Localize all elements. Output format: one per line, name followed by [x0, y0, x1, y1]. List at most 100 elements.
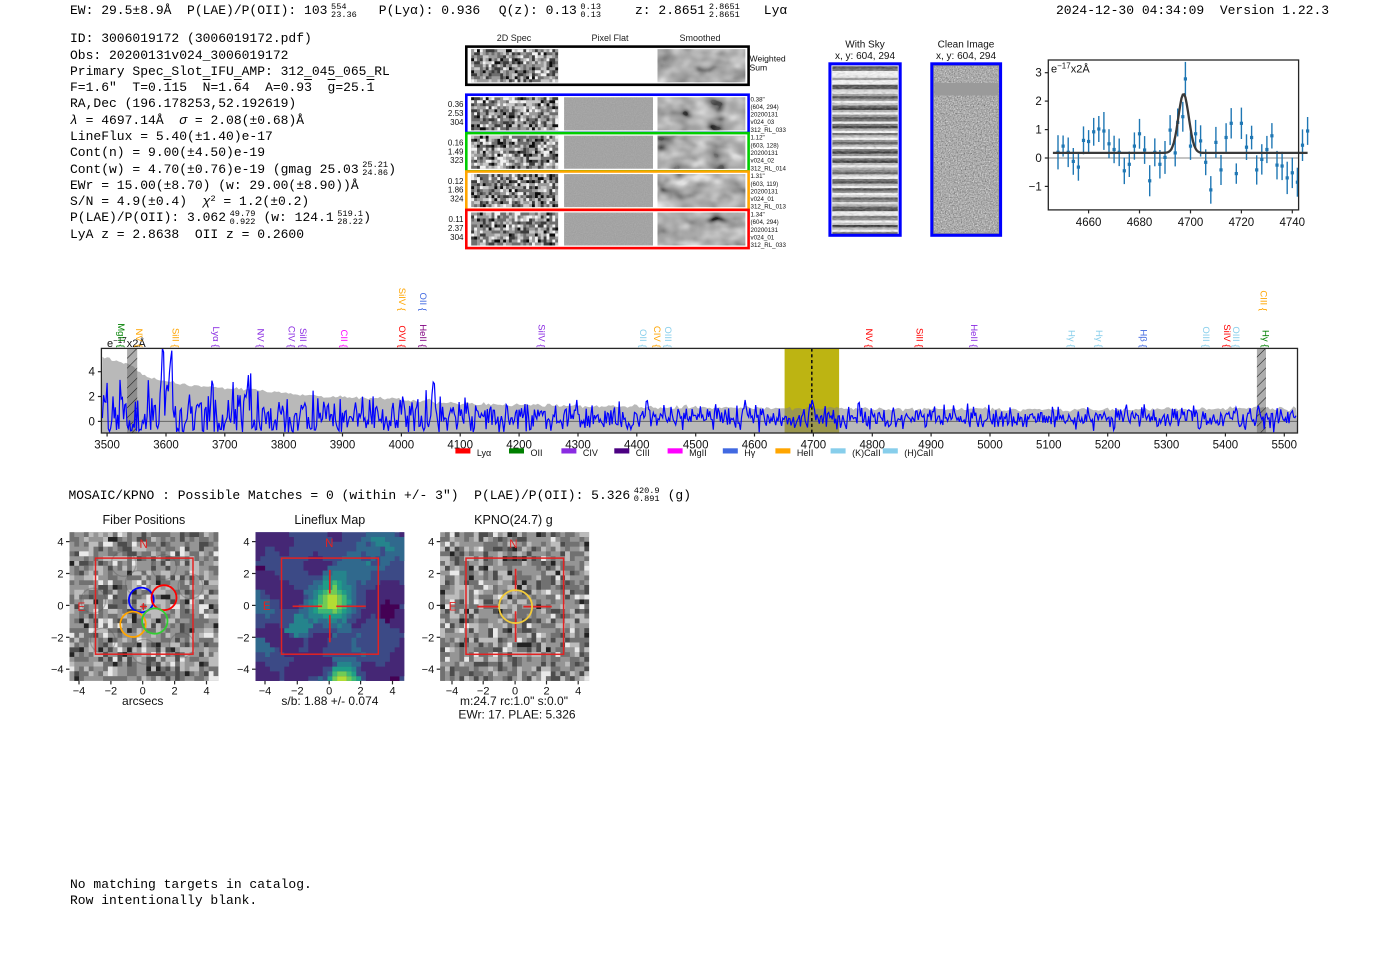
- svg-text:Hγ {: Hγ {: [1093, 330, 1104, 347]
- svg-text:4900: 4900: [918, 440, 944, 452]
- svg-text:1.31": 1.31": [751, 173, 765, 180]
- svg-text:OIII {: OIII {: [662, 326, 673, 347]
- svg-text:312_RL_033: 312_RL_033: [751, 127, 787, 134]
- svg-text:arcsecs: arcsecs: [122, 694, 163, 708]
- svg-text:4680: 4680: [1127, 217, 1153, 229]
- svg-text:E: E: [449, 602, 457, 614]
- svg-text:SiIV {: SiIV {: [1221, 324, 1232, 347]
- svg-text:2D Spec: 2D Spec: [497, 33, 532, 43]
- svg-text:v024_01: v024_01: [751, 196, 775, 203]
- svg-text:0.16: 0.16: [448, 138, 464, 147]
- svg-text:2: 2: [358, 686, 364, 698]
- svg-text:NV {: NV {: [255, 328, 266, 347]
- svg-text:5100: 5100: [1036, 440, 1062, 452]
- svg-text:−2: −2: [237, 632, 250, 644]
- svg-text:SiIV {: SiIV {: [396, 288, 407, 311]
- svg-text:Lineflux Map: Lineflux Map: [294, 513, 365, 527]
- svg-text:Clean Image: Clean Image: [938, 40, 995, 51]
- svg-text:312_RL_014: 312_RL_014: [751, 165, 787, 172]
- svg-text:OII {: OII {: [417, 293, 428, 311]
- svg-text:0: 0: [428, 600, 434, 612]
- svg-text:CIV: CIV: [583, 448, 598, 458]
- svg-text:(604, 294): (604, 294): [751, 104, 779, 111]
- svg-text:4: 4: [243, 537, 249, 549]
- svg-text:0: 0: [512, 686, 518, 698]
- svg-text:Hγ {: Hγ {: [1260, 330, 1271, 347]
- svg-text:x, y: 604, 294: x, y: 604, 294: [936, 51, 996, 62]
- svg-text:304: 304: [450, 118, 464, 127]
- svg-text:Hγ {: Hγ {: [1065, 330, 1076, 347]
- svg-text:312_RL_033: 312_RL_033: [751, 242, 787, 249]
- svg-text:4600: 4600: [742, 440, 768, 452]
- svg-text:CIII: CIII: [636, 448, 650, 458]
- svg-text:20200131: 20200131: [751, 227, 779, 234]
- svg-text:N: N: [509, 539, 517, 551]
- svg-text:Pixel Flat: Pixel Flat: [591, 33, 629, 43]
- svg-text:−2: −2: [291, 686, 304, 698]
- svg-text:Hβ {: Hβ {: [1138, 329, 1149, 347]
- svg-text:5400: 5400: [1213, 440, 1239, 452]
- svg-text:4: 4: [389, 686, 395, 698]
- svg-text:323: 323: [450, 156, 464, 165]
- svg-text:5000: 5000: [977, 440, 1003, 452]
- svg-text:N: N: [325, 538, 333, 550]
- svg-text:2: 2: [243, 569, 249, 581]
- svg-text:−4: −4: [422, 664, 435, 676]
- svg-text:E: E: [263, 601, 271, 613]
- svg-text:0: 0: [57, 600, 63, 612]
- svg-text:HeII: HeII: [797, 448, 814, 458]
- svg-text:0: 0: [243, 600, 249, 612]
- svg-text:4700: 4700: [801, 440, 827, 452]
- svg-text:4740: 4740: [1280, 217, 1306, 229]
- svg-text:OIII {: OIII {: [1230, 326, 1241, 347]
- svg-text:CIII {: CIII {: [1257, 290, 1268, 311]
- svg-text:MgII {: MgII {: [115, 323, 126, 347]
- svg-text:20200131: 20200131: [751, 188, 779, 195]
- svg-text:HeII {: HeII {: [417, 324, 428, 347]
- svg-text:Sum: Sum: [750, 63, 768, 73]
- svg-text:1.34": 1.34": [751, 212, 765, 219]
- svg-text:SiII {: SiII {: [297, 328, 308, 348]
- svg-text:(603, 128): (603, 128): [751, 142, 779, 149]
- svg-text:Lyα: Lyα: [477, 448, 491, 458]
- svg-text:324: 324: [450, 195, 464, 204]
- svg-text:2: 2: [57, 569, 63, 581]
- svg-text:OII: OII: [531, 448, 543, 458]
- svg-text:2: 2: [1035, 96, 1041, 108]
- svg-text:2: 2: [428, 569, 434, 581]
- svg-text:−4: −4: [51, 664, 64, 676]
- svg-text:0.12: 0.12: [448, 177, 464, 186]
- svg-text:OII {: OII {: [637, 329, 648, 347]
- svg-text:OVI {: OVI {: [396, 325, 407, 347]
- svg-text:KPNO(24.7) g: KPNO(24.7) g: [474, 513, 553, 527]
- svg-text:0: 0: [326, 686, 332, 698]
- svg-text:5300: 5300: [1154, 440, 1180, 452]
- svg-text:3: 3: [1035, 68, 1041, 80]
- svg-text:4: 4: [57, 537, 63, 549]
- svg-text:−2: −2: [477, 686, 490, 698]
- svg-text:304: 304: [450, 233, 464, 242]
- svg-text:20200131: 20200131: [751, 112, 779, 119]
- svg-text:1.86: 1.86: [448, 186, 464, 195]
- svg-text:Smoothed: Smoothed: [679, 33, 720, 43]
- svg-text:4400: 4400: [624, 440, 650, 452]
- svg-text:0.38": 0.38": [751, 96, 765, 103]
- svg-text:0: 0: [140, 686, 146, 698]
- svg-text:SiII {: SiII {: [914, 328, 925, 348]
- svg-text:2: 2: [172, 686, 178, 698]
- svg-text:3800: 3800: [271, 440, 297, 452]
- svg-text:NV {: NV {: [863, 328, 874, 347]
- svg-text:3500: 3500: [94, 440, 120, 452]
- svg-text:−4: −4: [237, 664, 250, 676]
- svg-text:0: 0: [88, 416, 94, 428]
- svg-text:4: 4: [203, 686, 209, 698]
- svg-text:(603, 119): (603, 119): [751, 181, 779, 188]
- svg-text:(604, 294): (604, 294): [751, 219, 779, 226]
- svg-text:−4: −4: [446, 686, 459, 698]
- svg-text:MgII: MgII: [689, 448, 707, 458]
- svg-text:3600: 3600: [153, 440, 179, 452]
- svg-text:v024_02: v024_02: [751, 158, 775, 165]
- svg-text:4: 4: [428, 537, 434, 549]
- svg-text:3900: 3900: [330, 440, 356, 452]
- svg-text:With Sky: With Sky: [845, 40, 884, 51]
